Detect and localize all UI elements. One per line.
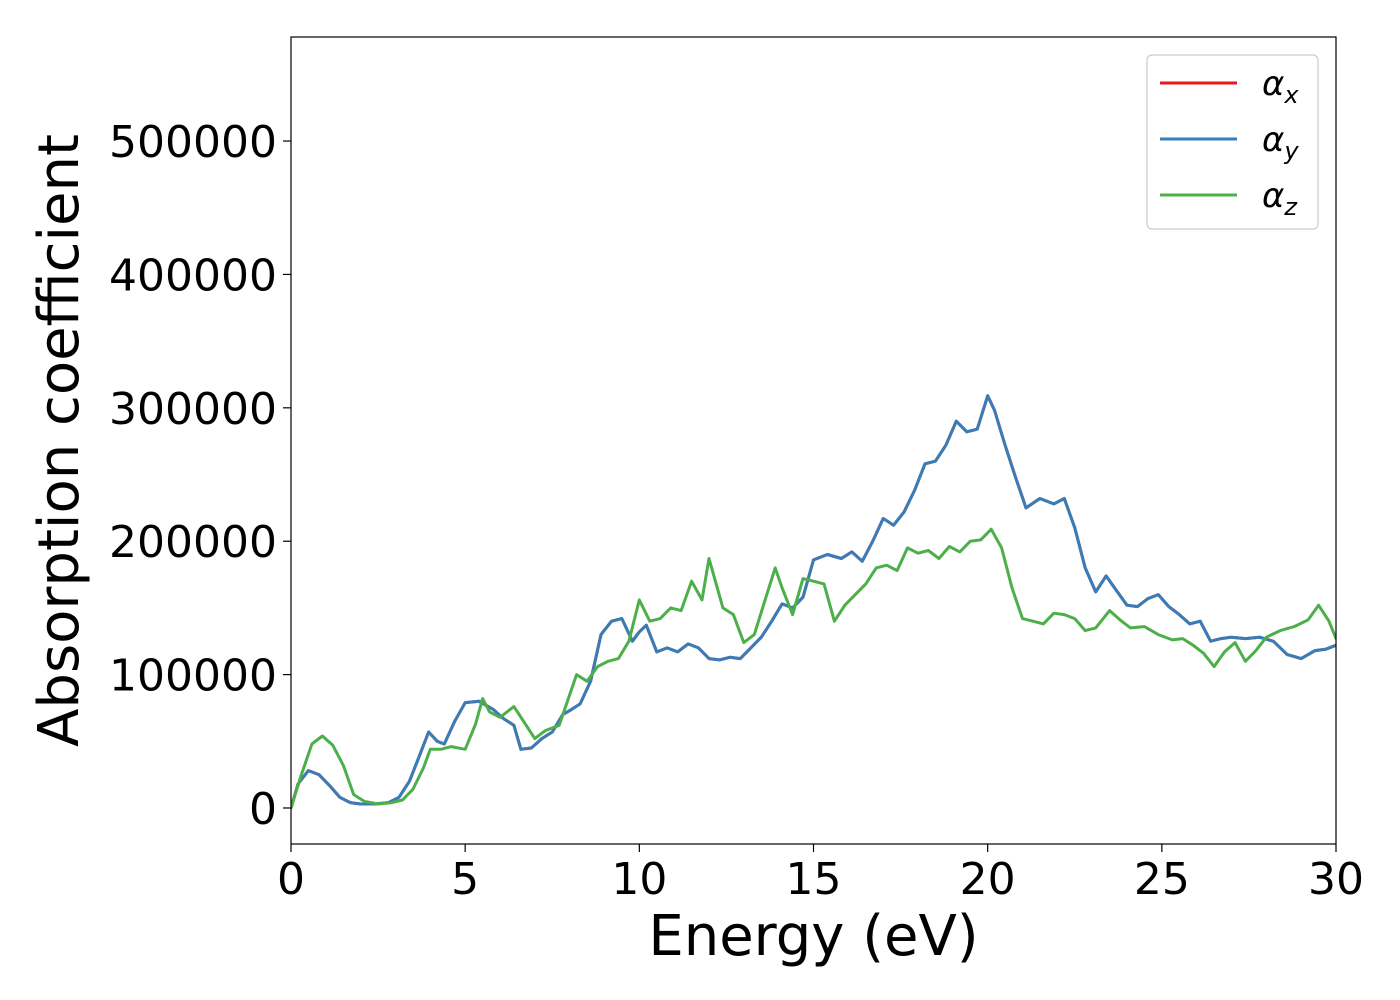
x-axis-ticks: 0 5 10 15 20 25 30 <box>277 844 1364 905</box>
y-tick-label: 300000 <box>109 384 277 435</box>
legend-box <box>1146 54 1319 230</box>
x-tick-label: 5 <box>451 854 479 905</box>
x-tick-label: 15 <box>786 854 842 905</box>
y-tick-label: 100000 <box>109 651 277 702</box>
x-tick-label: 20 <box>960 854 1016 905</box>
legend-label-alpha-z: αz <box>1262 176 1298 221</box>
x-tick-label: 25 <box>1134 854 1190 905</box>
series-lines <box>291 394 1336 810</box>
legend-label-alpha-x: αx <box>1262 64 1299 109</box>
x-tick-label: 10 <box>611 854 667 905</box>
y-axis-title: Absorption coefficient <box>27 134 92 747</box>
legend: αx αy αz <box>1146 54 1319 230</box>
x-axis-title: Energy (eV) <box>648 904 978 969</box>
legend-label-alpha-y: αy <box>1262 120 1299 165</box>
y-tick-label: 400000 <box>109 250 277 301</box>
series-line-alpha-y <box>291 394 1336 810</box>
x-tick-label: 30 <box>1308 854 1364 905</box>
y-tick-label: 200000 <box>109 517 277 568</box>
y-axis-ticks: 0 100000 200000 300000 400000 500000 <box>109 117 291 835</box>
y-tick-label: 0 <box>249 784 277 835</box>
series-line-alpha-z <box>291 527 1336 810</box>
y-tick-label: 500000 <box>109 117 277 168</box>
x-tick-label: 0 <box>277 854 305 905</box>
